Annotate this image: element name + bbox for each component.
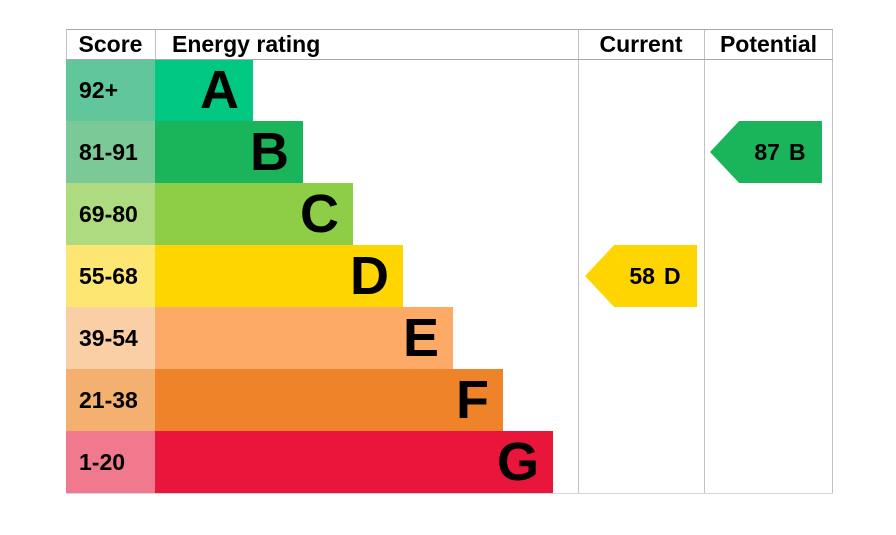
- rating-bar-c: C: [155, 183, 353, 245]
- potential-score-value: 87: [754, 138, 780, 165]
- table-right-border: [832, 29, 833, 494]
- score-range-cell-b: 81-91: [66, 121, 155, 183]
- score-range-cell-g: 1-20: [66, 431, 155, 493]
- current-rating-letter: D: [663, 262, 681, 289]
- table-top-border: [66, 29, 833, 30]
- table-bottom-border: [66, 493, 833, 494]
- rating-bar-g: G: [155, 431, 553, 493]
- band-row-b: 81-91 B: [66, 121, 833, 183]
- band-row-g: 1-20 G: [66, 431, 833, 493]
- table-header: Score Energy rating Current Potential: [66, 29, 833, 59]
- band-row-c: 69-80 C: [66, 183, 833, 245]
- score-range-cell-e: 39-54: [66, 307, 155, 369]
- header-left-border: [66, 29, 67, 59]
- header-energy-rating: Energy rating: [172, 30, 321, 57]
- rating-bar-f: F: [155, 369, 503, 431]
- score-column-divider: [155, 29, 156, 59]
- rating-bar-b: B: [155, 121, 303, 183]
- header-current: Current: [599, 30, 683, 57]
- score-range-cell-f: 21-38: [66, 369, 155, 431]
- band-row-e: 39-54 E: [66, 307, 833, 369]
- score-range-cell-d: 55-68: [66, 245, 155, 307]
- epc-table: Score Energy rating Current Potential 92…: [66, 29, 833, 494]
- band-row-f: 21-38 F: [66, 369, 833, 431]
- rating-bar-d: D: [155, 245, 403, 307]
- header-potential: Potential: [719, 30, 818, 57]
- header-divider: [66, 59, 833, 60]
- score-range-cell-c: 69-80: [66, 183, 155, 245]
- current-score-value: 58: [629, 262, 655, 289]
- rating-bar-e: E: [155, 307, 453, 369]
- band-row-a: 92+ A: [66, 59, 833, 121]
- score-range-cell-a: 92+: [66, 59, 155, 121]
- header-score: Score: [78, 30, 143, 57]
- band-row-d: 55-68 D: [66, 245, 833, 307]
- potential-rating-letter: B: [788, 138, 806, 165]
- potential-column-divider: [704, 29, 705, 494]
- current-column-divider: [578, 29, 579, 494]
- rating-bar-a: A: [155, 59, 253, 121]
